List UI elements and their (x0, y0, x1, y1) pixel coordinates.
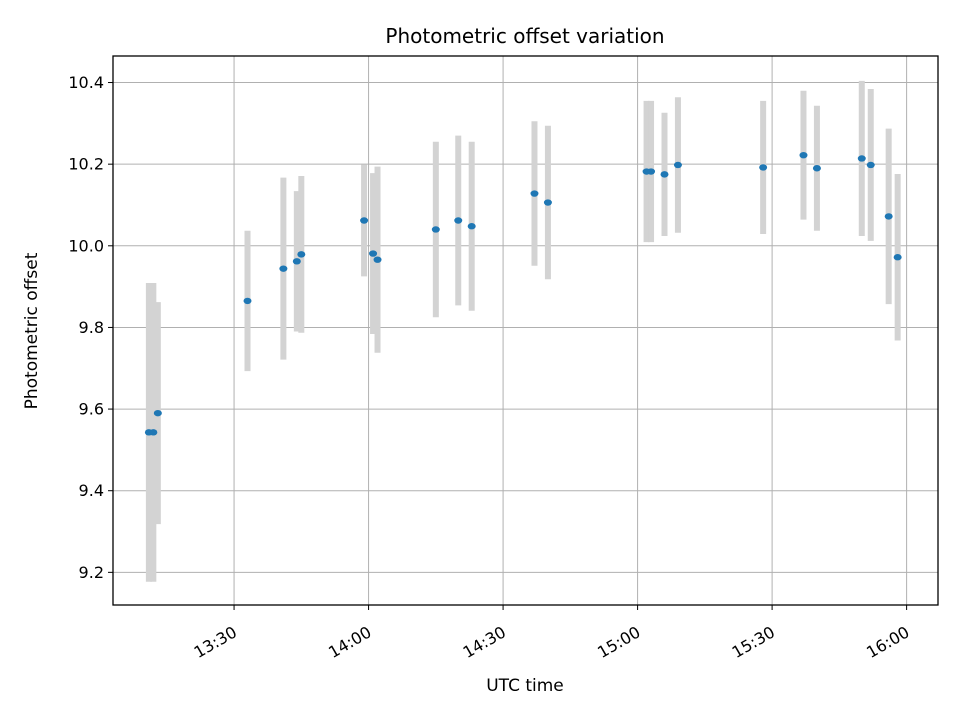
data-point (866, 161, 875, 169)
y-axis-label: Photometric offset (22, 252, 42, 409)
x-tick-label: 14:00 (325, 622, 374, 662)
data-point (530, 190, 539, 197)
data-point (373, 256, 382, 263)
data-point (297, 251, 306, 258)
x-tick-label: 15:00 (594, 622, 643, 662)
data-point (647, 168, 656, 175)
data-point (369, 250, 378, 257)
data-point (893, 254, 902, 261)
data-point (243, 297, 252, 305)
y-tick-label: 9.8 (79, 318, 104, 337)
error-bars (145, 80, 901, 582)
chart-title: Photometric offset variation (385, 24, 664, 48)
data-point (360, 217, 369, 224)
data-point (279, 265, 288, 272)
x-tick-label: 13:30 (191, 622, 240, 662)
data-point (857, 155, 866, 162)
x-tick-label: 16:00 (863, 622, 912, 662)
y-tick-label: 10.4 (68, 73, 104, 92)
data-point (884, 213, 893, 220)
x-tick-label: 15:30 (729, 622, 778, 662)
y-tick-label: 9.4 (79, 481, 104, 500)
x-axis-label: UTC time (486, 676, 564, 696)
data-point (673, 161, 682, 169)
y-axis-ticks: 9.2 9.4 9.6 9.8 10.0 10.2 10.4 (68, 73, 113, 582)
data-point (660, 171, 669, 178)
data-point (812, 165, 821, 172)
data-point (149, 429, 158, 436)
data-point (153, 409, 162, 417)
x-tick-label: 14:30 (460, 622, 509, 662)
x-axis-ticks: 13:30 14:00 14:30 15:00 15:30 16:00 (191, 605, 913, 662)
plot-frame (112, 55, 939, 606)
y-tick-label: 10.2 (68, 155, 104, 174)
data-point (454, 217, 463, 224)
data-point (467, 223, 476, 230)
data-point (543, 199, 552, 206)
data-point (292, 258, 301, 265)
data-point (431, 226, 440, 233)
y-tick-label: 9.2 (79, 563, 104, 582)
data-point (759, 164, 768, 171)
y-tick-label: 9.6 (79, 400, 104, 419)
data-point (799, 151, 808, 159)
data-points (144, 151, 902, 436)
y-tick-label: 10.0 (68, 236, 104, 255)
